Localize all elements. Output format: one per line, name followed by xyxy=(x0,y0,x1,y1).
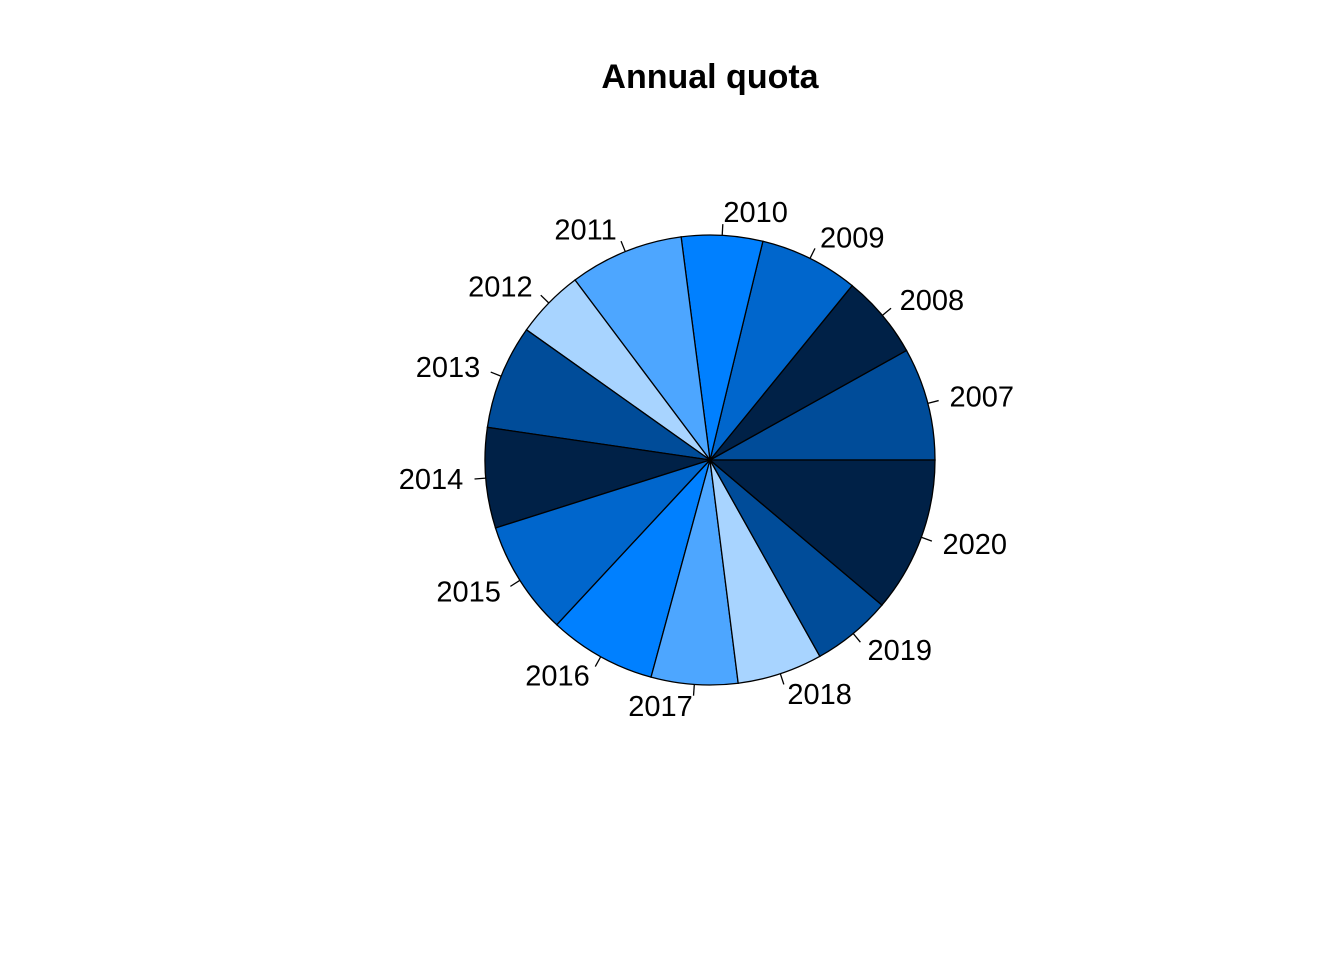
pie-slice-2016 xyxy=(555,459,711,678)
pie-label-tick-2009 xyxy=(809,248,816,259)
pie-label-tick-2011 xyxy=(620,240,626,252)
pie-label-tick-2008 xyxy=(881,307,892,316)
chart-title: Annual quota xyxy=(601,58,819,96)
pie-label-tick-2019 xyxy=(852,633,861,643)
pie-label-2013: 2013 xyxy=(416,352,481,384)
pie-slice-2013 xyxy=(486,328,711,461)
pie-labels: 2007 2008 2009 2010 2011 2012 2013 2014 2015 2016… xyxy=(399,197,1014,723)
pie-slices xyxy=(484,234,936,686)
pie-label-tick-2014 xyxy=(474,477,486,480)
pie-slice-2014 xyxy=(484,426,711,529)
pie-label-tick-2012 xyxy=(540,294,550,304)
pie-slice-2011 xyxy=(574,236,711,463)
pie-label-tick-2010 xyxy=(721,224,724,236)
pie-label-tick-2007 xyxy=(927,399,939,405)
pie-label-tick-2020 xyxy=(921,536,933,542)
pie-label-2016: 2016 xyxy=(525,660,590,692)
pie-label-2018: 2018 xyxy=(787,679,852,711)
pie-label-2011: 2011 xyxy=(554,215,616,247)
pie-label-2012: 2012 xyxy=(468,271,533,303)
pie-label-2008: 2008 xyxy=(900,285,965,317)
pie-label-2010: 2010 xyxy=(723,197,788,229)
pie-label-2020: 2020 xyxy=(942,529,1007,561)
pie-label-tick-2013 xyxy=(490,371,502,377)
pie-label-2009: 2009 xyxy=(820,222,885,254)
pie-label-2019: 2019 xyxy=(868,635,933,667)
pie-label-2017: 2017 xyxy=(628,691,693,723)
pie-label-2007: 2007 xyxy=(950,382,1015,414)
pie-label-2014: 2014 xyxy=(399,464,464,496)
pie-label-tick-2016 xyxy=(594,656,602,667)
pie-label-tick-2017 xyxy=(692,684,695,696)
pie-label-2015: 2015 xyxy=(436,576,501,608)
pie-label-tick-2015 xyxy=(510,579,521,587)
pie-slice-2020 xyxy=(708,459,936,607)
pie-slice-2009 xyxy=(709,240,854,461)
pie-label-tick-2018 xyxy=(779,673,785,685)
